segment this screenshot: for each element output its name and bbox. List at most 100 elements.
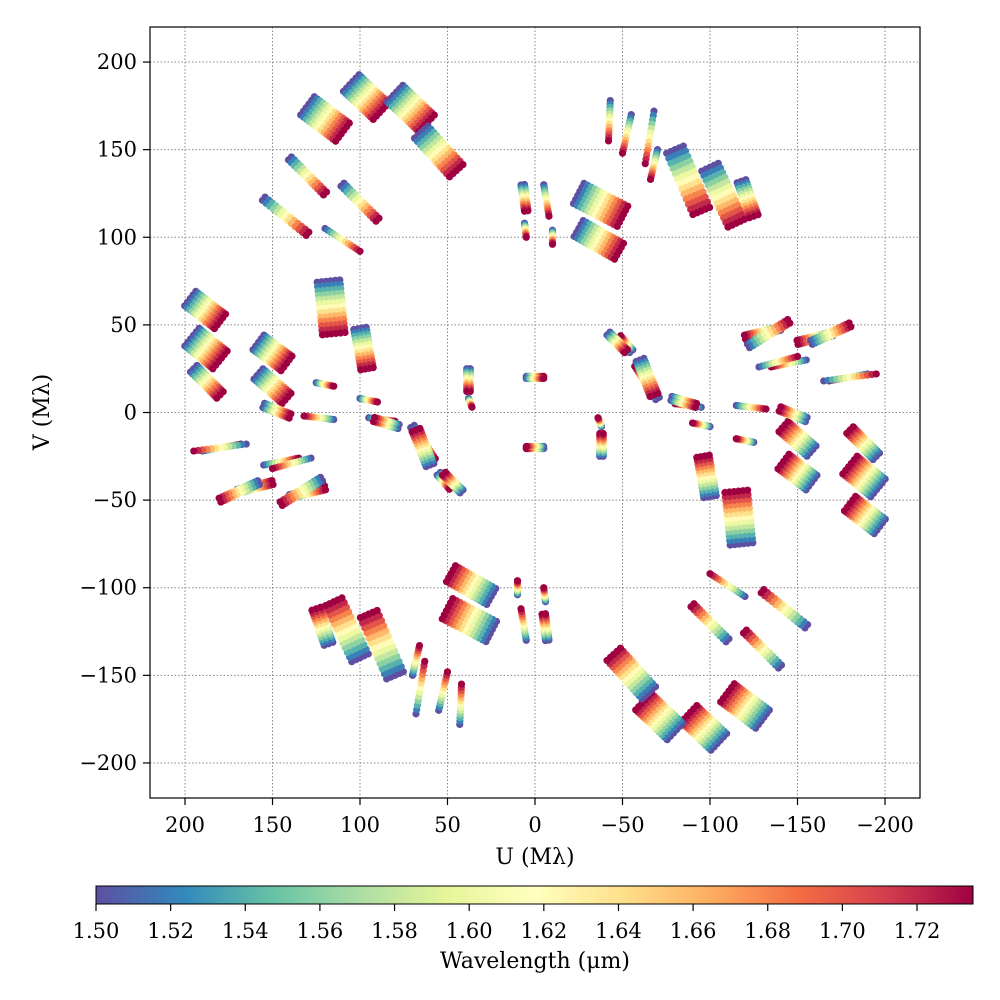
uv-point-mirror bbox=[706, 570, 714, 578]
uv-point bbox=[620, 349, 629, 357]
uv-point bbox=[463, 387, 471, 396]
uv-point bbox=[356, 247, 364, 255]
y-tick-label: 150 bbox=[97, 138, 137, 162]
y-tick-label: −50 bbox=[93, 488, 137, 512]
y-tick-label: 0 bbox=[124, 401, 137, 425]
uv-point-mirror bbox=[760, 585, 768, 594]
uv-point-mirror bbox=[541, 610, 550, 618]
uv-point-mirror bbox=[785, 450, 793, 458]
uv-point-mirror bbox=[693, 702, 701, 710]
uv-point-mirror bbox=[268, 464, 277, 473]
uv-point bbox=[641, 160, 649, 168]
uv-point-mirror bbox=[457, 680, 466, 688]
colorbar-ticks: 1.50 1.52 1.54 1.56 1.58 1.60 1.62 1.64 1.66 1.68… bbox=[73, 904, 941, 943]
colorbar: 1.50 1.52 1.54 1.56 1.58 1.60 1.62 1.64 1.66 1.68… bbox=[73, 885, 974, 974]
uv-point bbox=[724, 223, 732, 231]
colorbar-tick-label: 1.58 bbox=[371, 919, 418, 943]
uv-point bbox=[610, 255, 619, 263]
uv-point bbox=[318, 331, 327, 339]
y-tick-label: 100 bbox=[97, 225, 137, 249]
uv-point bbox=[468, 403, 476, 411]
uv-point bbox=[762, 405, 770, 413]
x-tick-label: 100 bbox=[340, 813, 380, 837]
uv-point bbox=[691, 403, 700, 412]
uv-point bbox=[332, 137, 340, 145]
uv-point-mirror bbox=[370, 413, 379, 422]
colorbar-tick-label: 1.68 bbox=[744, 919, 791, 943]
uv-point bbox=[319, 191, 328, 199]
uv-point-mirror bbox=[594, 414, 602, 422]
y-tick-label: −100 bbox=[79, 576, 137, 600]
x-axis-title: U (Mλ) bbox=[495, 845, 574, 870]
uv-point-mirror bbox=[416, 424, 424, 433]
uv-point-mirror bbox=[276, 498, 284, 506]
uv-point-mirror bbox=[451, 562, 460, 570]
uv-point-mirror bbox=[853, 452, 861, 460]
uv-point-mirror bbox=[449, 595, 457, 603]
uv-point bbox=[522, 233, 530, 241]
colorbar-tick-label: 1.72 bbox=[894, 919, 941, 943]
colorbar-gradient bbox=[96, 886, 973, 904]
x-tick-label: −200 bbox=[856, 813, 914, 837]
colorbar-tick-label: 1.52 bbox=[147, 919, 194, 943]
uv-point bbox=[847, 323, 855, 331]
uv-point-mirror bbox=[732, 435, 740, 443]
uv-point-mirror bbox=[373, 606, 381, 615]
uv-point bbox=[613, 222, 621, 230]
uv-point-mirror bbox=[441, 468, 450, 476]
x-tick-label: −150 bbox=[769, 813, 827, 837]
uv-point bbox=[269, 481, 277, 489]
colorbar-title: Wavelength (μm) bbox=[440, 949, 630, 974]
x-tick-label: −100 bbox=[681, 813, 739, 837]
uv-point bbox=[793, 352, 802, 361]
uv-point-mirror bbox=[190, 447, 198, 455]
y-tick-label: −200 bbox=[79, 751, 137, 775]
uv-point-mirror bbox=[793, 336, 801, 344]
uv-point-mirror bbox=[215, 494, 223, 502]
y-tick-label: 200 bbox=[97, 50, 137, 74]
colorbar-tick-label: 1.62 bbox=[520, 919, 567, 943]
uv-point bbox=[278, 400, 286, 408]
uv-point-mirror bbox=[851, 492, 860, 500]
colorbar-tick-label: 1.50 bbox=[73, 919, 120, 943]
uv-point bbox=[372, 217, 380, 225]
uv-point-mirror bbox=[522, 442, 530, 451]
uv-point-mirror bbox=[688, 419, 697, 427]
uv-point bbox=[646, 392, 654, 401]
uv-point-mirror bbox=[740, 331, 749, 339]
x-axis-ticks: 200 150 100 50 0 −50 −100 −150 −200 bbox=[165, 798, 914, 837]
uv-point-mirror bbox=[690, 600, 698, 608]
uv-point bbox=[540, 374, 548, 383]
uv-point bbox=[872, 370, 880, 378]
uv-point bbox=[604, 137, 613, 145]
colorbar-tick-label: 1.70 bbox=[819, 919, 866, 943]
uv-point bbox=[357, 366, 365, 374]
uv-point bbox=[520, 207, 529, 215]
uv-point-mirror bbox=[742, 626, 751, 634]
uv-point-mirror bbox=[730, 680, 738, 688]
uv-point-mirror bbox=[415, 641, 424, 650]
uv-point bbox=[618, 149, 627, 157]
x-tick-label: 150 bbox=[252, 813, 292, 837]
uv-point-mirror bbox=[421, 657, 429, 665]
uv-point bbox=[210, 325, 219, 333]
uv-point-mirror bbox=[599, 429, 607, 438]
uv-point bbox=[369, 115, 377, 123]
y-tick-label: −150 bbox=[79, 663, 137, 687]
uv-point bbox=[213, 394, 221, 402]
uv-point bbox=[209, 365, 217, 373]
uv-point bbox=[445, 173, 454, 181]
uv-point-mirror bbox=[849, 423, 857, 431]
x-tick-label: 50 bbox=[434, 813, 461, 837]
uv-point bbox=[646, 175, 655, 184]
colorbar-frame bbox=[95, 885, 974, 905]
uv-point-mirror bbox=[443, 668, 452, 676]
colorbar-tick-label: 1.60 bbox=[446, 919, 493, 943]
uv-point bbox=[786, 319, 794, 327]
uv-point-mirror bbox=[777, 403, 785, 411]
x-tick-label: 0 bbox=[528, 813, 541, 837]
uv-point-mirror bbox=[616, 644, 625, 652]
uv-point bbox=[330, 382, 338, 390]
colorbar-tick-label: 1.64 bbox=[595, 919, 642, 943]
